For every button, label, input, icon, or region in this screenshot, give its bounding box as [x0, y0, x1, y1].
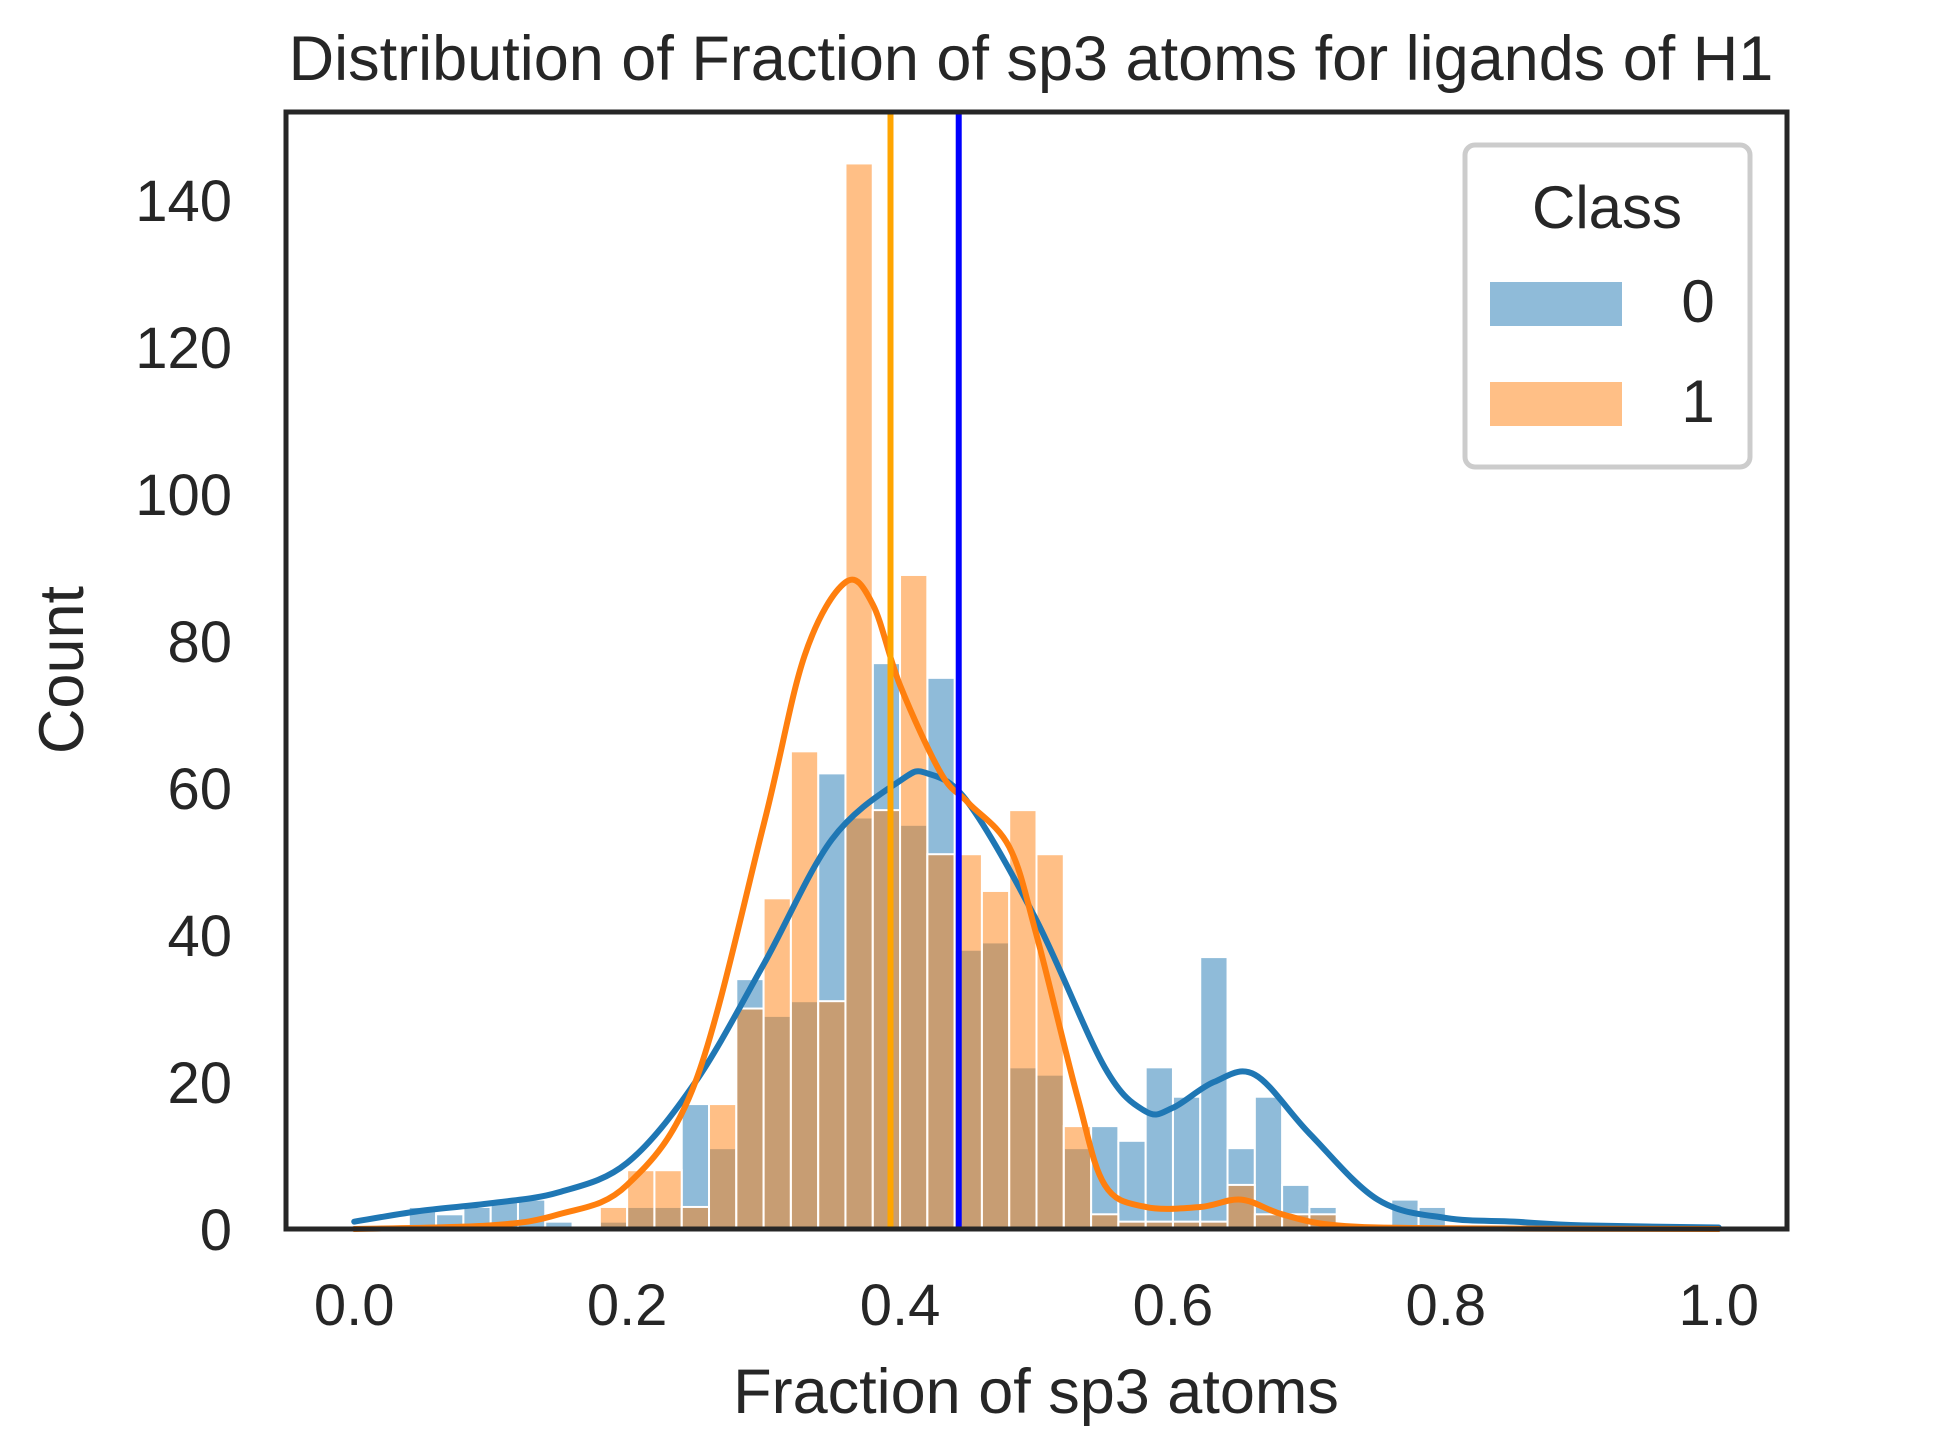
y-tick-label: 40	[167, 904, 232, 969]
kde-line-class-1	[351, 576, 1722, 1232]
y-tick-label: 100	[135, 463, 232, 528]
x-tick-label: 0.4	[860, 1273, 941, 1338]
bar-class-1	[1035, 853, 1065, 1230]
bar-class-1	[844, 162, 874, 1230]
y-tick-label: 20	[167, 1051, 232, 1116]
bar-class-1	[762, 897, 792, 1230]
x-axis-label: Fraction of sp3 atoms	[733, 1357, 1339, 1427]
bar-class-1	[708, 1103, 738, 1231]
kde-layer	[351, 576, 1722, 1232]
bar-class-1	[817, 1000, 847, 1230]
x-tick-label: 0.2	[587, 1273, 668, 1338]
legend-label-class-0: 0	[1681, 268, 1714, 335]
chart-title: Distribution of Fraction of sp3 atoms fo…	[289, 24, 1774, 94]
y-tick-label: 0	[200, 1198, 232, 1263]
y-axis-ticks: 0 20 40 60 80 100 120 140	[135, 169, 232, 1263]
bar-class-1	[1226, 1183, 1256, 1230]
bar-class-1	[680, 1205, 711, 1231]
x-tick-label: 0.0	[314, 1273, 395, 1338]
x-axis-ticks: 0.0 0.2 0.4 0.6 0.8 1.0	[314, 1273, 1759, 1338]
bar-class-1	[926, 853, 956, 1230]
bar-class-0	[1199, 956, 1229, 1230]
legend: Class 0 1	[1462, 142, 1753, 470]
bar-class-1	[789, 750, 820, 1230]
bar-class-1	[871, 809, 902, 1230]
bar-class-0	[1117, 1139, 1147, 1231]
legend-label-class-1: 1	[1681, 368, 1714, 435]
y-axis-label: Count	[27, 585, 97, 754]
bar-class-1	[598, 1205, 629, 1231]
plot-frame	[283, 109, 1790, 1232]
y-tick-label: 60	[167, 757, 232, 822]
mean-lines-layer	[887, 112, 962, 1229]
y-tick-label: 80	[167, 610, 232, 675]
legend-swatch-class-0	[1490, 282, 1622, 326]
bar-class-1	[653, 1169, 683, 1231]
x-tick-label: 0.8	[1406, 1273, 1487, 1338]
legend-title: Class	[1532, 174, 1682, 241]
bars-layer	[407, 162, 1447, 1231]
y-tick-label: 140	[135, 169, 232, 234]
bar-class-0	[1144, 1066, 1174, 1231]
x-tick-label: 1.0	[1678, 1273, 1759, 1338]
bar-class-1	[899, 573, 929, 1230]
x-tick-label: 0.6	[1133, 1273, 1214, 1338]
y-tick-label: 120	[135, 316, 232, 381]
bar-class-1	[980, 889, 1011, 1230]
bar-class-1	[735, 1007, 765, 1231]
legend-swatch-class-1	[1490, 382, 1622, 426]
